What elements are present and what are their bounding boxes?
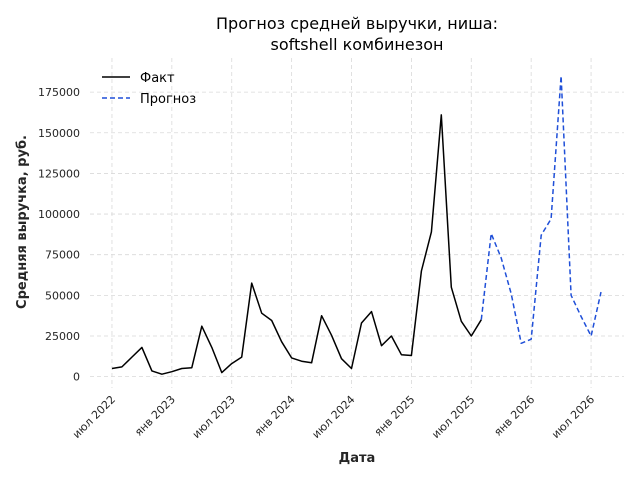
- y-tick-label: 150000: [38, 127, 80, 140]
- tick-layer: 0 25000 50000 75000 100000 125000 150000 175000…: [38, 86, 597, 441]
- x-axis-label: Дата: [339, 451, 376, 466]
- chart-title-line-1: Прогноз средней выручки, ниша:: [216, 14, 498, 33]
- y-tick-label: 0: [73, 371, 80, 384]
- y-tick-label: 125000: [38, 167, 80, 180]
- x-tick-label: июл 2023: [190, 393, 238, 441]
- x-tick-label: июл 2026: [549, 393, 597, 441]
- chart-title-line-2: softshell комбинезон: [271, 35, 444, 54]
- series-line-forecast: [480, 75, 602, 345]
- y-tick-label: 25000: [45, 330, 80, 343]
- y-tick-label: 75000: [45, 249, 80, 262]
- grid-layer: [90, 58, 624, 388]
- x-tick-label: янв 2023: [132, 393, 178, 439]
- y-tick-label: 175000: [38, 86, 80, 99]
- y-tick-label: 100000: [38, 208, 80, 221]
- x-tick-label: янв 2024: [252, 393, 298, 439]
- y-axis-label: Средняя выручка, руб.: [15, 135, 30, 309]
- x-tick-label: янв 2026: [491, 393, 537, 439]
- legend-label-fact: Факт: [140, 71, 175, 86]
- x-tick-label: июл 2022: [70, 393, 118, 441]
- y-tick-label: 50000: [45, 289, 80, 302]
- x-tick-label: июл 2024: [310, 393, 358, 441]
- x-tick-label: янв 2025: [372, 393, 418, 439]
- legend-label-forecast: Прогноз: [140, 92, 196, 107]
- series-line-fact: [111, 114, 482, 375]
- series-layer: [111, 75, 602, 375]
- legend: Факт Прогноз: [102, 71, 196, 107]
- x-tick-label: июл 2025: [429, 393, 477, 441]
